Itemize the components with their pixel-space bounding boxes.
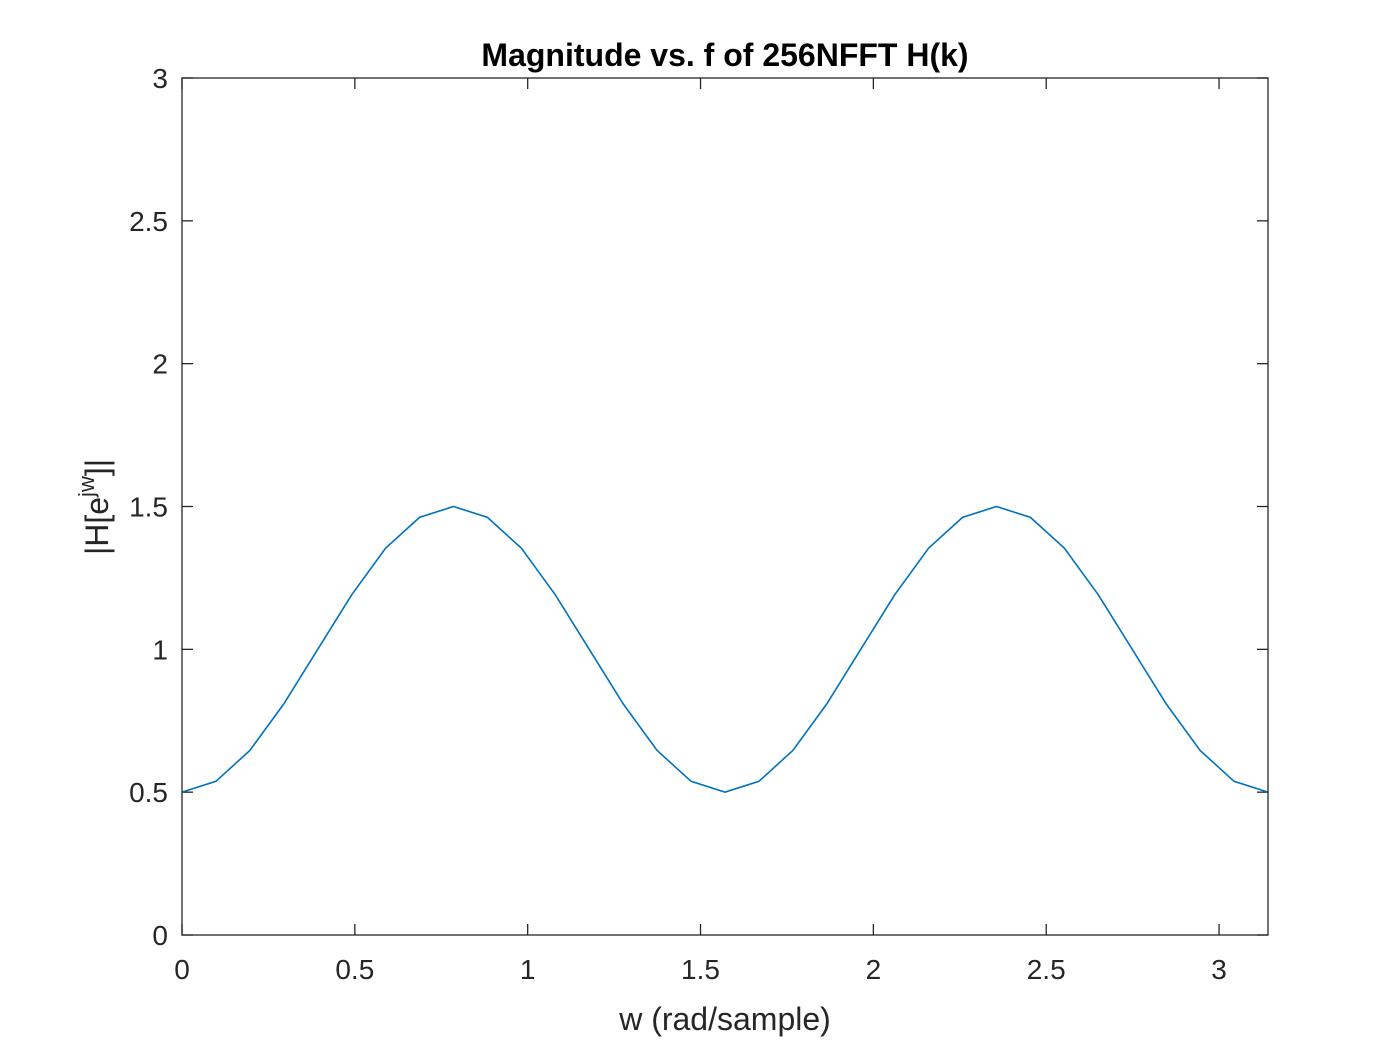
- y-tick-label: 3: [152, 63, 168, 94]
- y-tick-label: 2.5: [129, 206, 168, 237]
- y-axis-title-base: |H[e: [79, 497, 115, 555]
- x-tick-label: 1.5: [681, 954, 720, 985]
- chart-title: Magnitude vs. f of 256NFFT H(k): [481, 37, 968, 73]
- x-tick-label: 0: [174, 954, 190, 985]
- x-tick-label: 1: [520, 954, 536, 985]
- y-tick-label: 1.5: [129, 492, 168, 523]
- y-axis-title-tail: ]|: [79, 459, 115, 476]
- y-tick-label: 1: [152, 634, 168, 665]
- series-line: [181, 505, 1269, 794]
- plot-area: [182, 78, 1268, 935]
- y-tick-label: 2: [152, 349, 168, 380]
- tick-labels: 0 0.5 1 1.5 2 2.5 3 0 0.5 1 1.5 2 2.5 3: [129, 63, 1227, 985]
- series-group: [181, 505, 1269, 794]
- x-tick-label: 2: [866, 954, 882, 985]
- y-axis-title-superscript: jw: [74, 476, 99, 498]
- x-tick-label: 3: [1211, 954, 1227, 985]
- y-tick-label: 0: [152, 920, 168, 951]
- tick-marks: [181, 77, 1268, 936]
- axes-box: [181, 77, 1269, 936]
- x-tick-label: 0.5: [335, 954, 374, 985]
- y-tick-label: 0.5: [129, 777, 168, 808]
- x-axis-title: w (rad/sample): [618, 1001, 831, 1037]
- y-axis-title: |H[ejw]|: [74, 459, 115, 555]
- x-tick-label: 2.5: [1027, 954, 1066, 985]
